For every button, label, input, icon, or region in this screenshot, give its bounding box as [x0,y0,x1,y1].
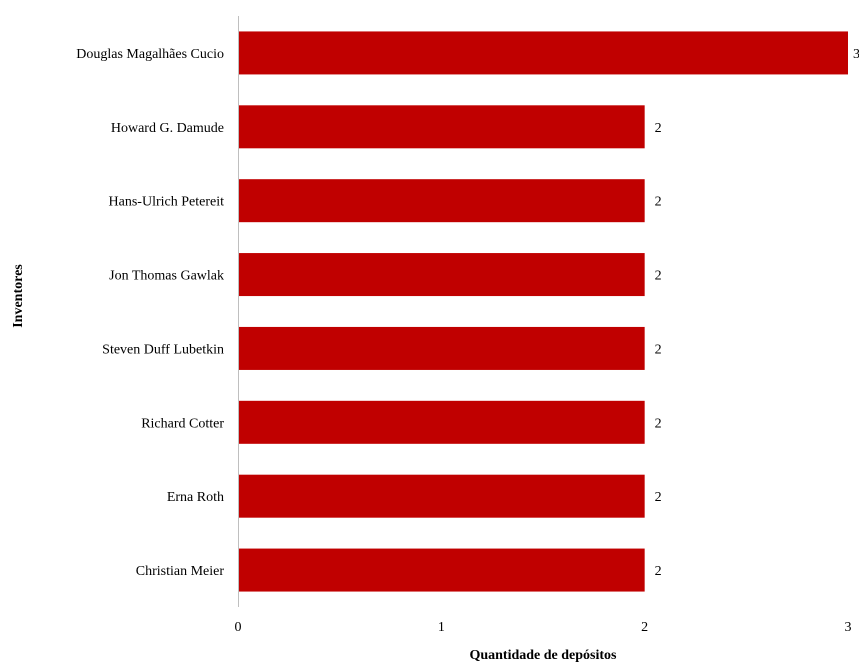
data-label: 2 [655,416,662,431]
bar [238,474,645,518]
bars-group [238,31,848,592]
data-label: 3 [853,47,859,62]
bar [238,400,645,444]
data-label: 2 [655,564,662,579]
category-label: Douglas Magalhães Cucio [76,47,224,62]
bar [238,105,645,149]
x-tick-label: 1 [438,620,445,635]
category-label: Richard Cotter [141,416,224,431]
category-label: Erna Roth [167,490,224,505]
category-labels: Douglas Magalhães Cucio Howard G. Damude H… [76,47,224,579]
data-label: 2 [655,269,662,284]
bar [238,253,645,297]
bar [238,179,645,223]
category-label: Jon Thomas Gawlak [109,269,224,284]
category-label: Steven Duff Lubetkin [102,342,224,357]
bar [238,31,848,75]
category-label: Hans-Ulrich Petereit [109,195,225,210]
category-label: Christian Meier [136,564,225,579]
data-label: 2 [655,121,662,136]
x-tick-label: 2 [641,620,648,635]
data-label: 2 [655,195,662,210]
x-tick-labels: 0 1 2 3 [235,620,852,635]
x-axis-title: Quantidade de depósitos [469,648,617,663]
bar [238,326,645,370]
data-labels: 3 2 2 2 2 2 2 2 [655,47,859,579]
data-label: 2 [655,490,662,505]
bar [238,548,645,592]
x-tick-label: 3 [845,620,852,635]
category-label: Howard G. Damude [111,121,224,136]
x-tick-label: 0 [235,620,242,635]
y-axis-title: Inventores [11,264,26,328]
data-label: 2 [655,342,662,357]
